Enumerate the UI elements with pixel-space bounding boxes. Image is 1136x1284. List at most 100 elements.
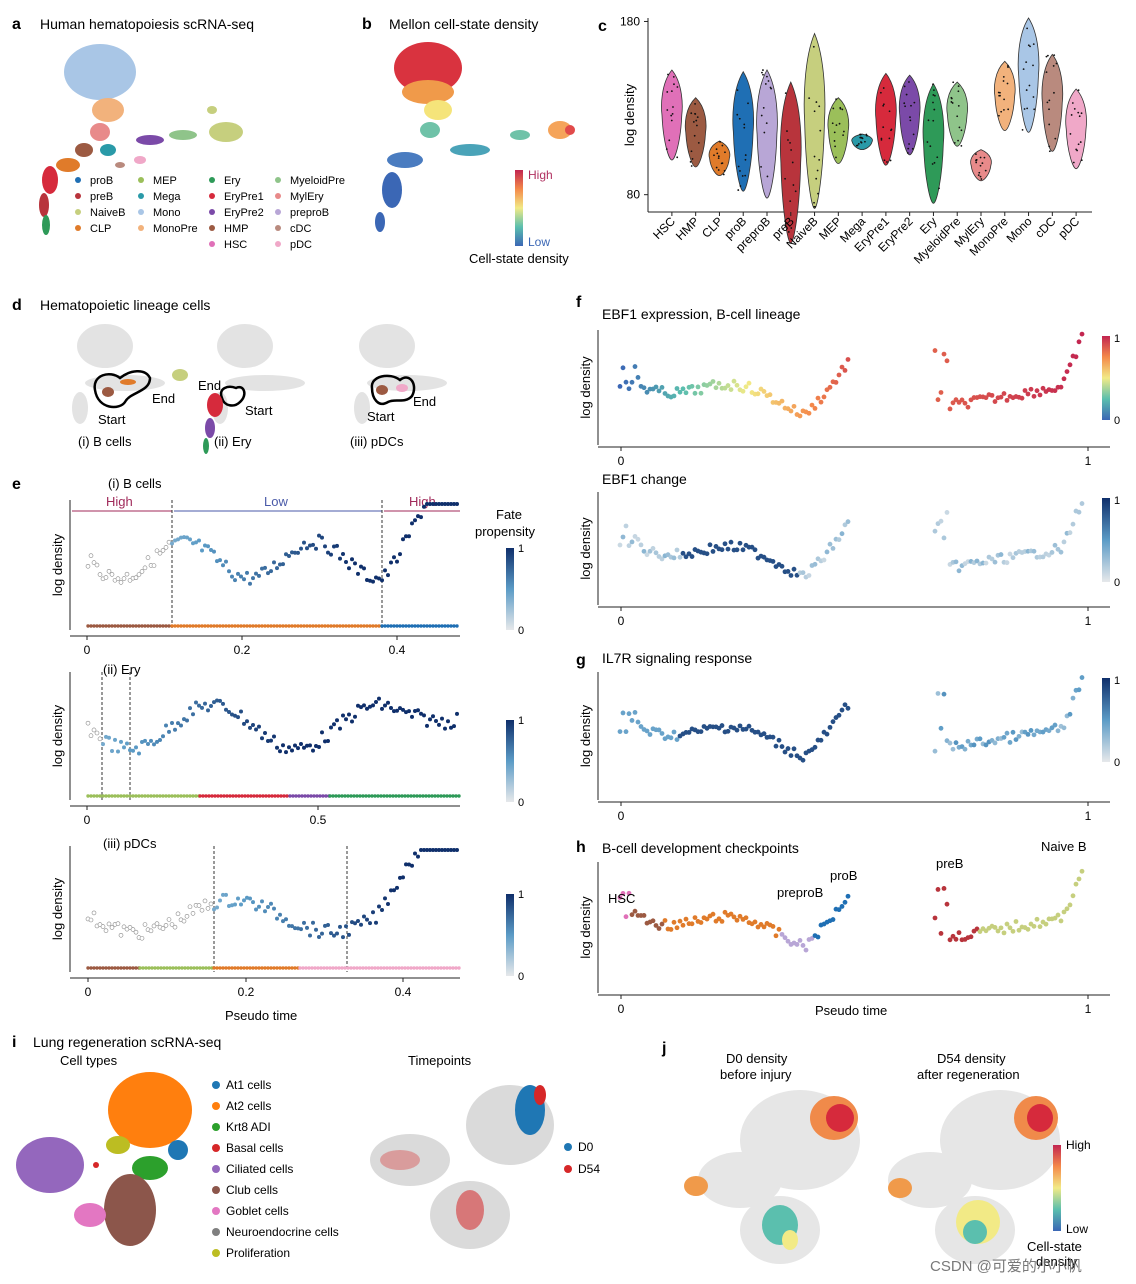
trajectory-point <box>845 893 851 899</box>
trajectory-point <box>632 364 638 369</box>
trajectory-point <box>1025 391 1031 397</box>
density-point <box>383 703 387 708</box>
legend-label: MyeloidPre <box>290 175 345 187</box>
trajectory-point <box>827 724 833 730</box>
violin-point <box>766 75 768 78</box>
trajectory-point <box>770 734 776 740</box>
trajectory-point <box>620 891 626 896</box>
cell-strip-point <box>173 794 177 798</box>
density-point <box>362 566 366 571</box>
density-point <box>311 920 315 925</box>
trajectory-point <box>761 554 767 560</box>
trajectory-point <box>812 405 818 411</box>
cell-strip-point <box>170 624 174 628</box>
sub-title-2: (ii) Ery <box>103 662 141 677</box>
violin-point <box>938 187 940 190</box>
trajectory-point <box>983 742 989 748</box>
violin-point <box>975 153 977 156</box>
violin-point <box>1045 71 1048 73</box>
cell-strip-point <box>409 966 413 970</box>
cell-strip-point <box>255 794 259 798</box>
trajectory-point <box>932 915 938 921</box>
violin-point <box>956 115 959 118</box>
density-point <box>368 921 372 926</box>
density-point <box>422 713 426 718</box>
density-point <box>335 543 339 548</box>
trajectory-point <box>770 559 776 564</box>
trajectory-point <box>965 404 971 410</box>
violin-point <box>890 128 893 131</box>
trajectory-point <box>713 385 719 391</box>
violin-point <box>736 113 739 116</box>
density-point <box>224 559 228 564</box>
density-point <box>142 922 148 927</box>
violin-point <box>979 164 982 167</box>
density-point <box>251 576 255 581</box>
density-point <box>109 925 115 930</box>
violin-point <box>983 156 986 159</box>
x-tick-label: HMP <box>673 214 702 243</box>
trajectory-point <box>821 394 827 400</box>
density-point <box>224 707 228 712</box>
trajectory-point <box>1058 549 1064 555</box>
trajectory-point <box>698 390 704 396</box>
trajectory-point <box>836 372 842 378</box>
legend-label: Mega <box>153 191 181 203</box>
density-point <box>194 540 198 545</box>
violin-point <box>744 158 747 161</box>
violin-point <box>904 105 907 108</box>
density-point <box>311 542 315 547</box>
cell-strip-point <box>224 624 228 628</box>
trajectory-point <box>1073 881 1079 887</box>
density-point <box>332 933 336 938</box>
density-point <box>269 738 273 743</box>
violin-point <box>713 154 715 157</box>
trajectory-point <box>803 947 809 953</box>
density-point <box>206 544 210 549</box>
legend-swatch <box>212 1249 220 1257</box>
panel-i: i Lung regeneration scRNA-seq Cell types… <box>12 1034 600 1260</box>
legend-swatch <box>275 241 281 247</box>
cell-strip-point <box>443 624 447 628</box>
cell-strip-point <box>210 794 214 798</box>
trajectory-point <box>653 384 659 390</box>
cell-strip-point <box>407 624 411 628</box>
cell-strip-point <box>370 794 374 798</box>
cell-strip-point <box>92 966 96 970</box>
density-point <box>305 546 309 551</box>
density-point <box>377 576 381 581</box>
cell-strip-point <box>138 966 142 970</box>
trajectory-point <box>662 918 668 923</box>
density-point <box>260 736 264 741</box>
trajectory-point <box>947 406 953 412</box>
cell-strip-point <box>433 966 437 970</box>
cell-strip-point <box>421 966 425 970</box>
cell-strip-point <box>332 624 336 628</box>
density-point <box>353 561 357 566</box>
density-point <box>173 538 177 543</box>
violin-point <box>960 129 963 132</box>
density-point <box>425 502 429 506</box>
legend-swatch <box>275 177 281 183</box>
density-point <box>104 734 108 739</box>
cell-strip-point <box>324 794 328 798</box>
violin-point <box>1029 45 1031 48</box>
trajectory-point <box>1076 339 1082 345</box>
lineage-cells <box>172 369 188 381</box>
density-point <box>281 562 285 567</box>
colorbar <box>1102 336 1110 420</box>
cell-strip-point <box>373 966 377 970</box>
fate-colorbar <box>506 548 514 630</box>
violin-point <box>741 175 744 177</box>
fate-title-1: Fate <box>496 507 522 522</box>
cell-strip-point <box>192 966 196 970</box>
cell-strip-point <box>346 966 350 970</box>
cell-strip-point <box>340 966 344 970</box>
density-point <box>434 848 438 852</box>
cell-strip-point <box>236 966 240 970</box>
fate-title-2: propensity <box>475 524 535 539</box>
legend-label: Ciliated cells <box>226 1162 293 1176</box>
violin-point <box>762 73 764 76</box>
trajectory-point <box>992 559 998 565</box>
